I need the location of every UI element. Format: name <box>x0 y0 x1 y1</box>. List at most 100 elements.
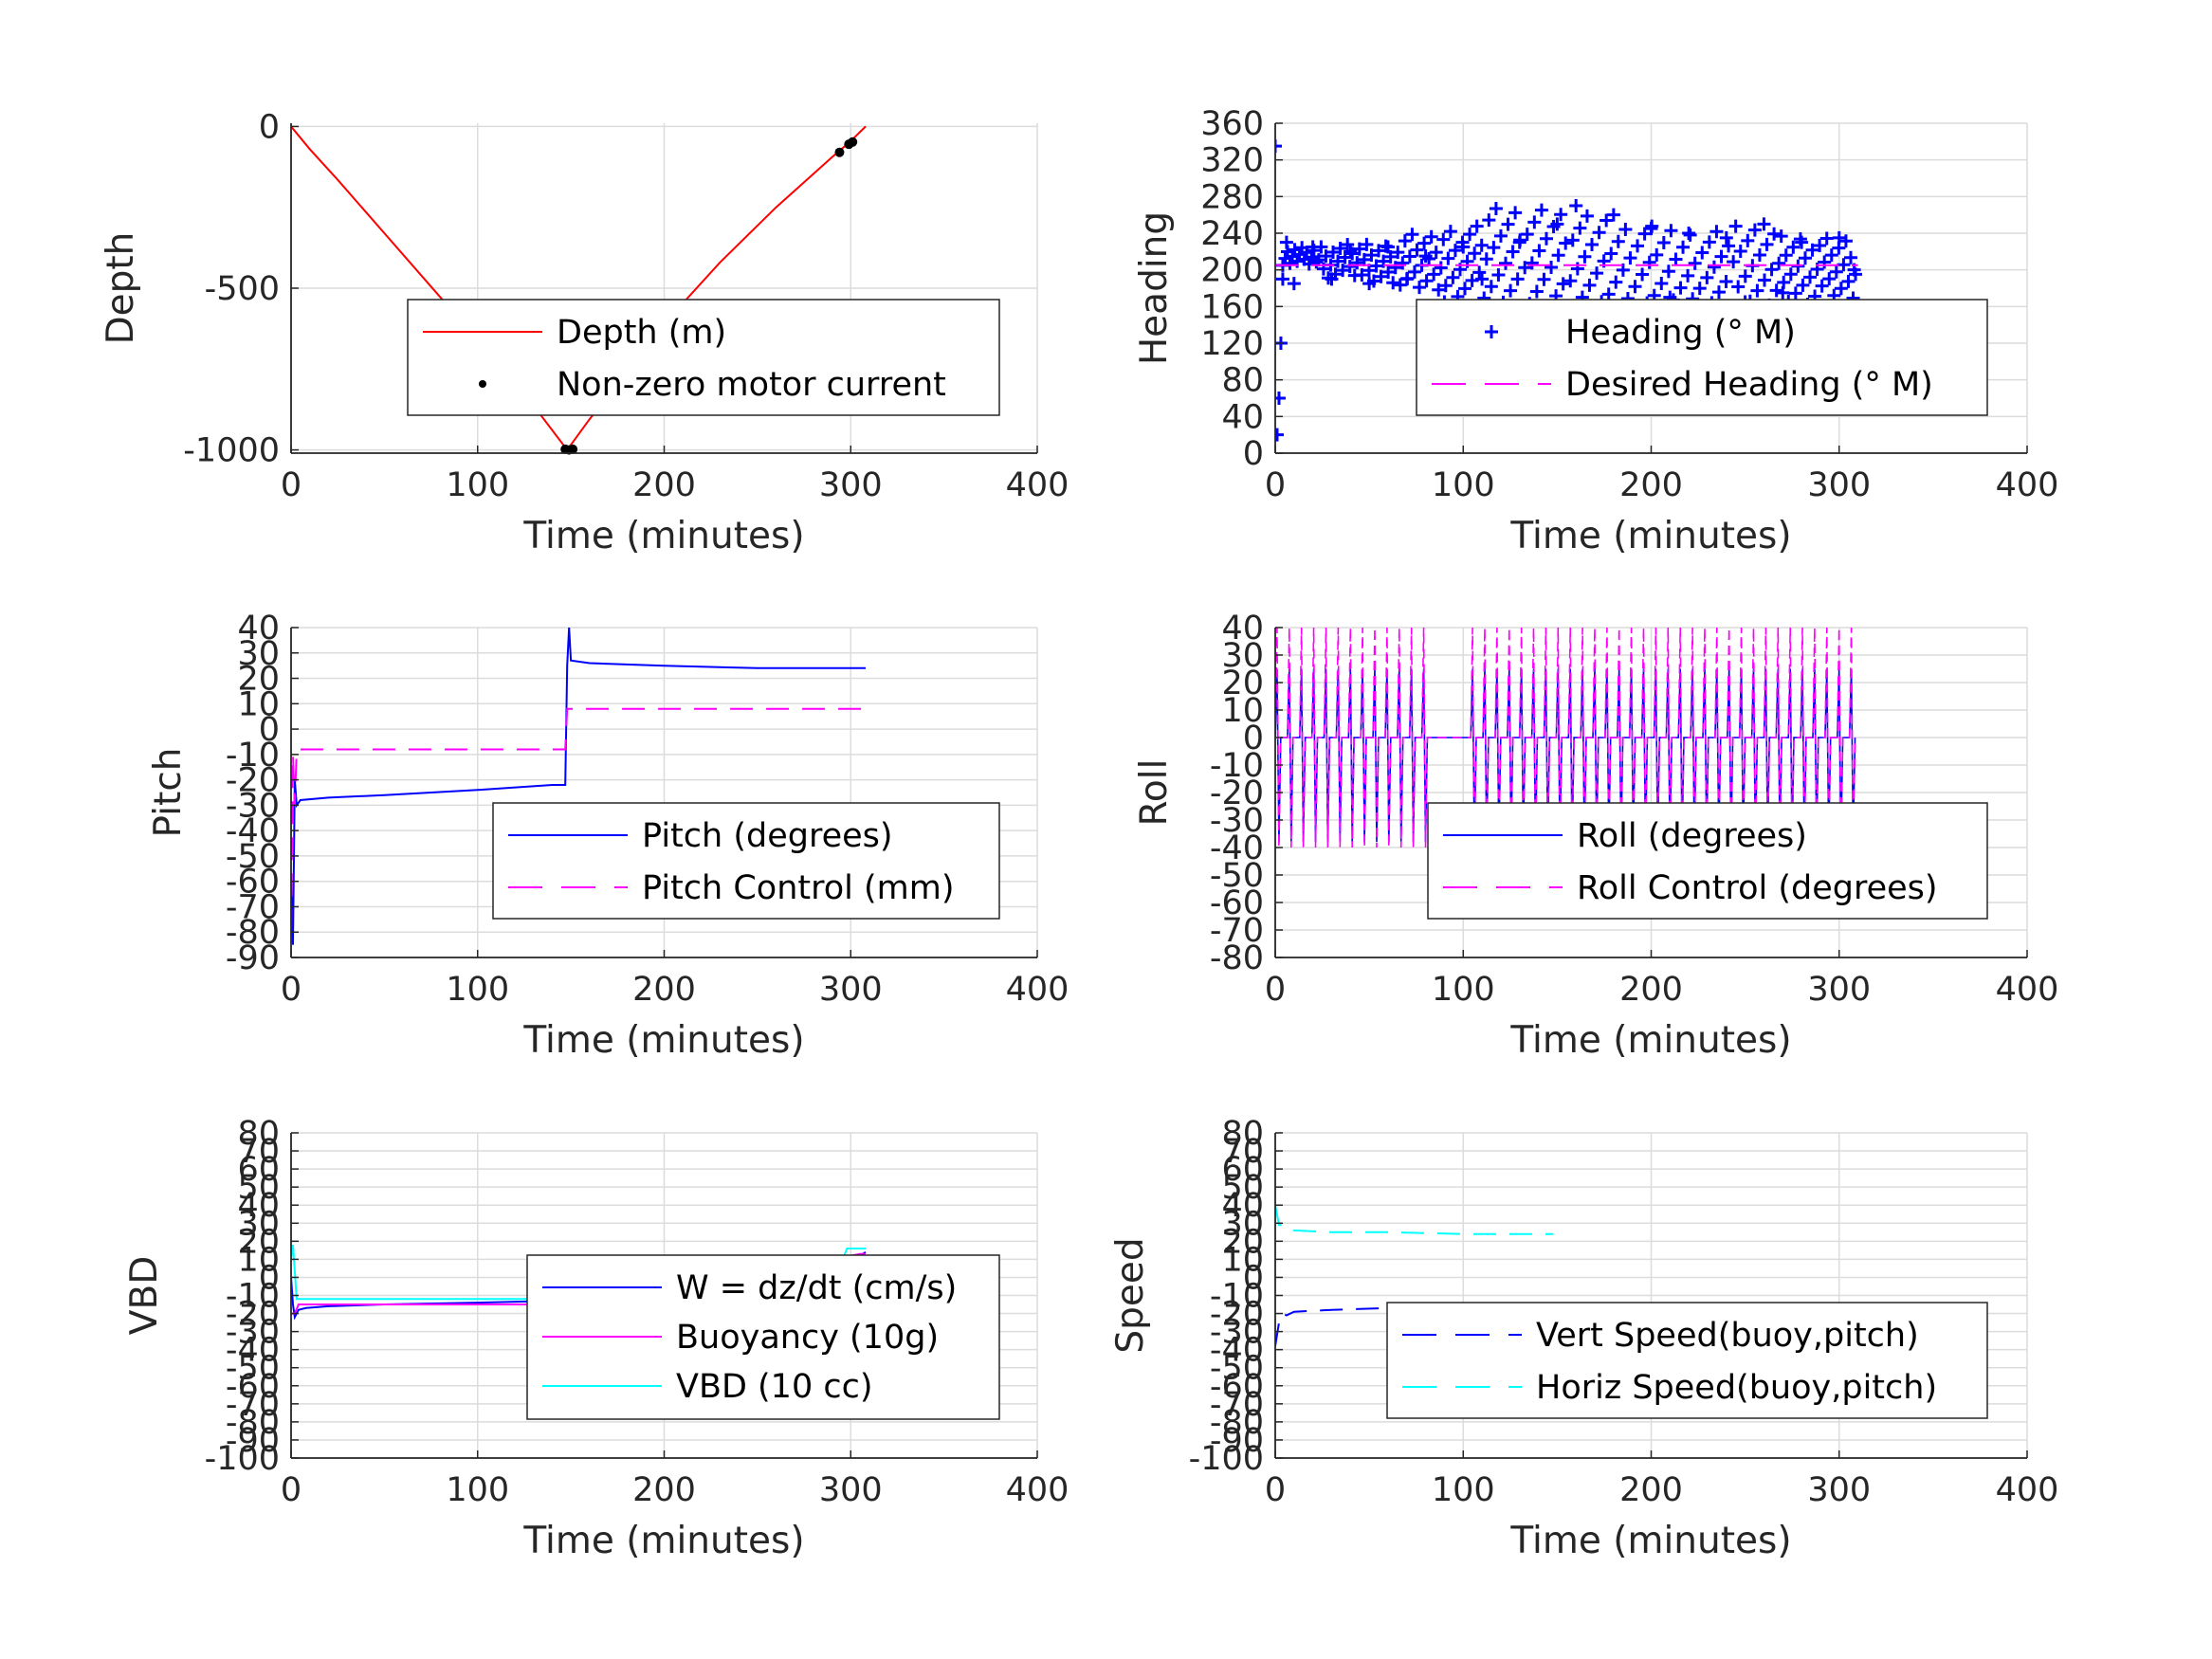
series-1-marker <box>1554 208 1568 222</box>
series-1-marker <box>1815 279 1829 293</box>
y-axis-label: Heading <box>1133 211 1176 365</box>
series-1-marker <box>1741 233 1755 247</box>
series-1-line <box>291 125 867 452</box>
series-1-marker <box>1818 255 1832 269</box>
y-tick-label: -40 <box>1210 830 1264 867</box>
series-1-marker <box>1707 260 1721 274</box>
series-1-marker <box>1604 246 1618 261</box>
y-tick-label: 40 <box>1221 610 1264 647</box>
series-1-marker <box>1757 217 1771 231</box>
y-tick-label: 0 <box>259 711 280 749</box>
y-tick-label: -40 <box>226 812 280 850</box>
series-1-marker <box>1779 248 1793 263</box>
legend-entry-2: Roll Control (degrees) <box>1443 869 1938 907</box>
y-tick-label: 30 <box>237 635 280 673</box>
chart-panel-3: 0 100 200 300 400-90-80-70-60-50-40-30-20-10… <box>147 610 1069 1062</box>
series-2-line <box>1275 1205 1554 1235</box>
y-tick-label: -60 <box>226 1368 280 1406</box>
y-tick-label: 40 <box>1221 1187 1264 1225</box>
series-1-marker <box>1733 244 1747 258</box>
series-1-marker <box>1501 217 1515 231</box>
y-axis-label: Roll <box>1133 759 1176 827</box>
series-1-marker <box>1344 245 1358 259</box>
series-1-marker <box>1788 286 1802 301</box>
series-1-marker <box>1345 246 1360 261</box>
x-tick-label: 0 <box>1265 466 1286 504</box>
y-tick-label: 30 <box>1221 637 1264 675</box>
series-1-marker <box>1362 277 1377 291</box>
series-1-marker <box>1585 237 1599 251</box>
series-1-marker <box>1798 251 1812 265</box>
series-1-marker <box>1636 267 1650 282</box>
series-1-marker <box>1374 269 1388 283</box>
series-1-marker <box>1434 261 1448 275</box>
series-1-marker <box>1728 219 1743 233</box>
series-2-point <box>568 444 578 454</box>
legend: W = dz/dt (cm/s) Buoyancy (10g) VBD (10 cc… <box>526 1254 1000 1420</box>
series-1-marker <box>1563 274 1578 288</box>
y-tick-label: 30 <box>237 1205 280 1243</box>
x-tick-label: 200 <box>632 971 696 1009</box>
series-1-marker <box>1600 213 1614 228</box>
series-1-marker <box>1532 244 1546 258</box>
series-1-marker <box>1813 238 1827 252</box>
y-tick-label: -60 <box>1210 1368 1264 1406</box>
y-tick-label: -100 <box>205 1440 280 1478</box>
series-1-marker <box>1654 276 1669 290</box>
series-1-marker <box>1719 230 1733 245</box>
legend-entry-1: Pitch (degrees) <box>508 817 893 855</box>
y-tick-label: 0 <box>1243 720 1264 757</box>
series-1-marker <box>1499 256 1512 270</box>
series-1-marker <box>1592 226 1606 240</box>
legend-entry-2: Horiz Speed(buoy,pitch) <box>1402 1369 1937 1407</box>
series-1-marker <box>1456 240 1471 254</box>
series-1-marker <box>1569 199 1583 212</box>
series-1-marker <box>1369 259 1383 273</box>
series-1-marker <box>1424 229 1438 244</box>
series-1-marker <box>1380 240 1395 254</box>
y-tick-label: -30 <box>1210 802 1264 840</box>
legend-box <box>492 802 1000 920</box>
series-1-marker <box>1275 139 1282 154</box>
series-1-marker <box>1383 249 1398 264</box>
x-tick-label: 0 <box>281 466 302 504</box>
series-1-marker <box>1438 279 1453 293</box>
y-tick-label: 80 <box>1221 1115 1264 1153</box>
series-1-marker <box>1682 227 1696 240</box>
series-1-marker <box>1841 274 1856 288</box>
series-1-marker <box>1427 267 1441 282</box>
legend-swatch <box>479 380 486 388</box>
series-1-marker <box>1805 243 1819 257</box>
y-tick-label: -50 <box>1210 857 1264 895</box>
series-1-marker <box>1355 268 1369 283</box>
y-tick-label: 20 <box>1221 1223 1264 1261</box>
series-1-marker <box>1417 236 1432 250</box>
legend-label: Heading (° M) <box>1565 314 1796 352</box>
series-1-marker <box>1650 247 1664 262</box>
series-1-marker <box>1774 229 1788 244</box>
series-1-marker <box>1275 428 1284 442</box>
legend-label: Pitch Control (mm) <box>642 869 954 907</box>
y-tick-label: 20 <box>237 1223 280 1261</box>
y-tick-label: -90 <box>226 1422 280 1460</box>
y-tick-label: -80 <box>226 914 280 952</box>
series-1-marker <box>1520 228 1534 242</box>
y-tick-label: -70 <box>226 888 280 926</box>
x-tick-label: 300 <box>819 466 883 504</box>
y-tick-label: 50 <box>1221 1169 1264 1207</box>
chart-panel-4: 0 100 200 300 400-80-70-60-50-40-30-20-10010… <box>1133 610 2058 1062</box>
data-layer <box>291 125 867 455</box>
series-1-marker <box>1350 256 1364 270</box>
series-1-marker <box>1539 231 1553 246</box>
legend-box <box>1427 802 1988 920</box>
legend-entry-2: Buoyancy (10g) <box>542 1319 939 1357</box>
x-tick-label: 400 <box>1006 466 1069 504</box>
series-1-marker <box>1760 237 1774 251</box>
x-tick-label: 400 <box>1006 1471 1069 1509</box>
y-tick-label: 0 <box>1243 435 1264 473</box>
y-tick-label: -30 <box>226 1314 280 1352</box>
series-1-marker <box>1606 208 1620 222</box>
series-1-marker <box>1398 234 1412 248</box>
y-tick-label: 50 <box>237 1169 280 1207</box>
series-1-marker <box>1681 268 1695 283</box>
